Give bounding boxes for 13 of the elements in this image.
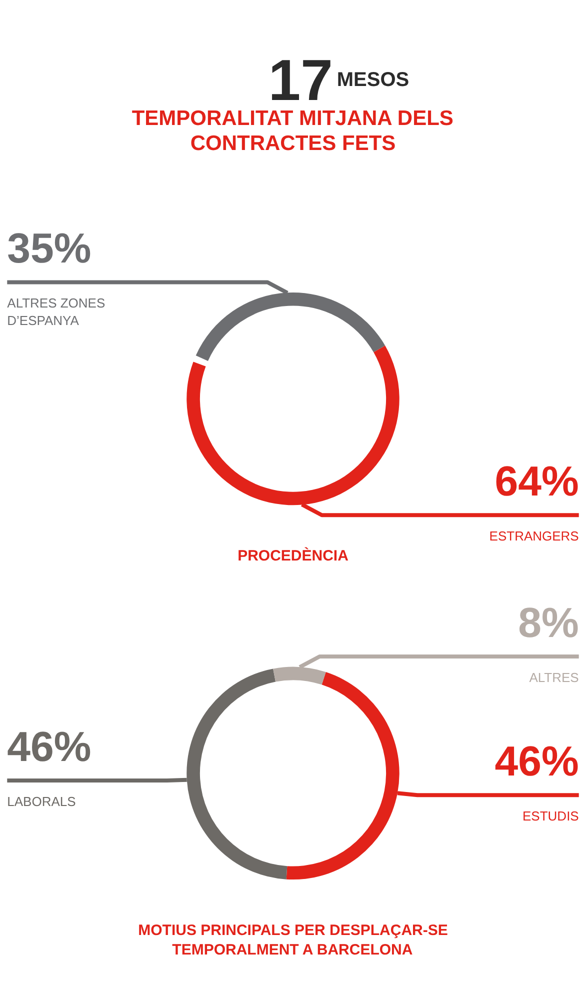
slice-label: ALTRES: [529, 670, 580, 685]
data-label: 46%: [494, 737, 579, 784]
data-label: 46%: [7, 722, 92, 770]
text: PROCEDÈNCIA: [238, 546, 349, 564]
text: MOTIUS PRINCIPALS PER DESPLAÇAR-SE TEMPORALMENT A BARCELONA: [138, 922, 448, 959]
slice-label: ESTRANGERS: [489, 528, 580, 544]
slice-label: ALTRES ZONES D’ESPANYA: [7, 296, 106, 328]
text: MESOS: [336, 69, 410, 92]
data-label: 64%: [494, 457, 579, 504]
data-label: 35%: [7, 224, 92, 272]
slice-label: ESTUDIS: [522, 808, 580, 824]
slice-label: LABORALS: [7, 794, 76, 809]
data-label: 8%: [518, 598, 579, 646]
